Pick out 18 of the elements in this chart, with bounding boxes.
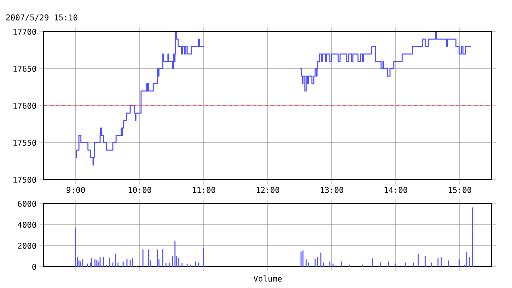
chart-subtitle: 2007/5/29 15:10 — [6, 14, 78, 22]
y-tick-label: 2000 — [18, 242, 36, 250]
x-tick-label: 12:00 — [256, 187, 280, 194]
y-tick-label: 17600 — [14, 102, 36, 110]
y-tick-label: 0 — [32, 264, 36, 270]
x-tick-label: 14:00 — [384, 187, 408, 194]
y-tick-label: 4000 — [18, 222, 36, 228]
x-tick-label: 13:00 — [320, 187, 344, 194]
y-tick-label: 17500 — [14, 176, 36, 184]
y-tick-label: 17650 — [14, 66, 36, 72]
x-axis-title: Volume — [254, 276, 282, 282]
y-tick-label: 17550 — [14, 140, 36, 146]
x-tick-label: 10:00 — [128, 187, 152, 194]
x-tick-label: 15:00 — [448, 187, 472, 194]
x-tick-label: 11:00 — [192, 187, 216, 194]
y-tick-label: 17700 — [14, 28, 36, 36]
y-tick-label: 6000 — [18, 200, 36, 208]
x-tick-label: 9:00 — [66, 187, 86, 194]
